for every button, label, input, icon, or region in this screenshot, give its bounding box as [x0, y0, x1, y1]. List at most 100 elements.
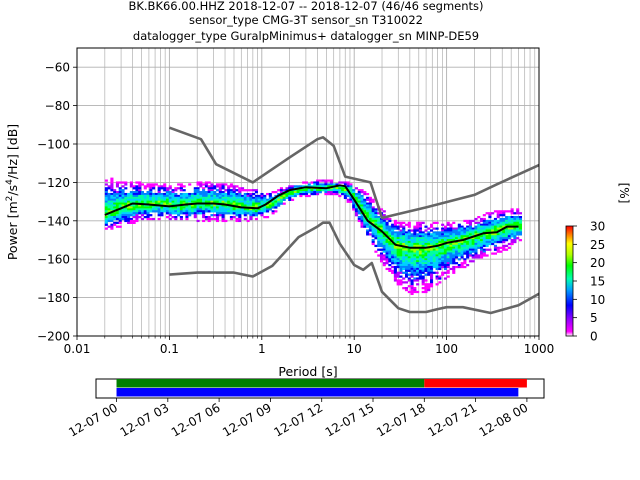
density-cell — [113, 192, 117, 196]
density-cell — [254, 189, 258, 192]
density-cell — [243, 189, 247, 192]
density-cell — [207, 206, 211, 209]
density-cell — [143, 204, 147, 207]
density-cell — [385, 221, 389, 224]
density-cell — [429, 233, 434, 236]
density-cell — [452, 233, 456, 236]
density-cell — [463, 248, 467, 251]
density-cell — [232, 200, 236, 203]
density-cell — [418, 240, 422, 244]
density-cell — [435, 275, 439, 278]
density-cell — [335, 192, 339, 196]
density-cell — [324, 189, 328, 192]
density-cell — [410, 267, 414, 271]
density-cell — [304, 187, 309, 190]
density-cell — [424, 240, 428, 244]
density-cell — [324, 181, 328, 184]
density-cell — [282, 202, 286, 205]
density-cell — [496, 237, 500, 240]
density-cell — [218, 192, 222, 196]
density-cell — [129, 221, 133, 224]
density-cell — [221, 198, 225, 201]
density-cell — [435, 235, 439, 238]
density-cell — [491, 227, 495, 230]
density-cell — [382, 239, 386, 242]
density-cell — [118, 189, 122, 192]
density-cell — [304, 192, 309, 196]
density-cell — [382, 250, 386, 253]
density-cell — [474, 239, 478, 242]
density-cell — [274, 194, 278, 198]
density-cell — [352, 189, 356, 192]
density-cell — [254, 214, 258, 217]
density-cell — [516, 217, 520, 221]
density-cell — [502, 217, 506, 221]
density-cell — [393, 248, 397, 251]
density-cell — [354, 212, 359, 215]
density-cell — [427, 256, 431, 259]
density-cell — [480, 237, 484, 240]
density-cell — [468, 233, 472, 236]
density-cell — [285, 187, 289, 190]
density-cell — [354, 208, 359, 211]
density-cell — [388, 246, 392, 249]
density-cell — [404, 240, 409, 244]
density-cell — [160, 196, 164, 200]
density-cell — [202, 210, 206, 213]
density-cell — [254, 191, 258, 194]
density-cell — [427, 254, 431, 257]
density-cell — [104, 217, 108, 221]
density-cell — [463, 229, 467, 232]
density-cell — [371, 198, 375, 201]
density-cell — [488, 214, 492, 217]
density-cell — [396, 256, 400, 259]
density-cell — [413, 250, 417, 253]
density-cell — [243, 217, 247, 221]
density-cell — [435, 250, 439, 253]
density-cell — [299, 192, 303, 196]
density-cell — [266, 204, 270, 207]
density-cell — [185, 192, 189, 196]
density-cell — [199, 185, 203, 188]
density-cell — [493, 217, 497, 221]
density-cell — [329, 179, 334, 182]
density-cell — [402, 221, 406, 224]
density-cell — [396, 235, 400, 238]
density-cell — [416, 244, 420, 248]
density-cell — [371, 217, 375, 221]
density-cell — [485, 212, 489, 215]
density-cell — [471, 250, 475, 253]
density-cell — [252, 212, 256, 215]
density-cell — [165, 187, 170, 190]
density-cell — [352, 200, 356, 203]
density-cell — [429, 240, 434, 244]
density-cell — [499, 210, 503, 213]
density-cell — [491, 235, 495, 238]
density-cell — [393, 244, 397, 248]
density-cell — [207, 204, 211, 207]
density-cell — [143, 208, 147, 211]
density-cell — [202, 183, 206, 186]
density-cell — [179, 198, 183, 201]
density-cell — [413, 279, 417, 282]
density-cell — [474, 217, 478, 221]
density-cell — [485, 227, 489, 230]
density-cell — [282, 196, 286, 200]
density-cell — [421, 221, 425, 224]
density-cell — [243, 202, 247, 205]
density-cell — [115, 200, 120, 203]
density-cell — [335, 191, 339, 194]
density-cell — [115, 204, 120, 207]
density-cell — [510, 233, 514, 236]
density-cell — [443, 239, 447, 242]
density-cell — [391, 254, 395, 257]
density-cell — [190, 206, 195, 209]
density-cell — [232, 206, 236, 209]
density-cell — [421, 267, 425, 271]
density-cell — [391, 271, 395, 274]
timeline-tick-label: 12-07 12 — [271, 400, 325, 439]
density-cell — [507, 221, 511, 224]
density-cell — [179, 187, 183, 190]
density-cell — [143, 206, 147, 209]
density-cell — [457, 254, 461, 257]
